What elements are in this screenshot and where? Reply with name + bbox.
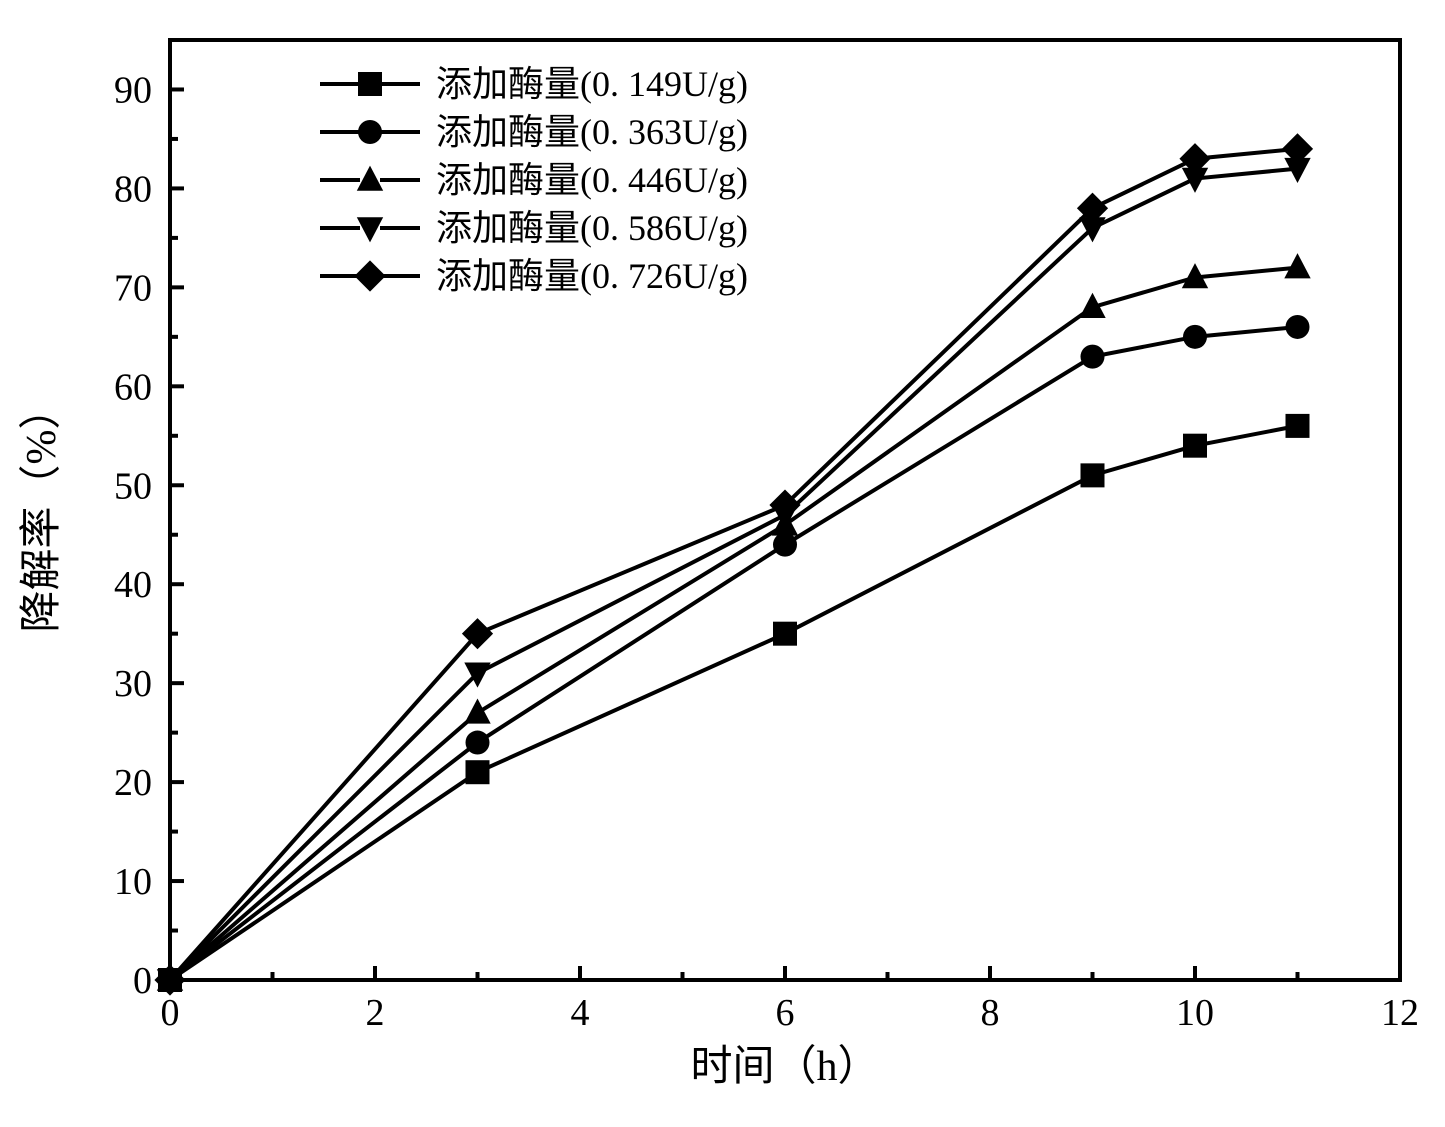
svg-text:90: 90 — [114, 69, 152, 111]
svg-text:添加酶量(0. 446U/g): 添加酶量(0. 446U/g) — [436, 160, 748, 200]
svg-text:6: 6 — [776, 992, 795, 1034]
svg-text:10: 10 — [114, 861, 152, 903]
svg-text:0: 0 — [133, 960, 152, 1002]
svg-text:12: 12 — [1381, 992, 1419, 1034]
svg-text:0: 0 — [161, 992, 180, 1034]
svg-text:降解率（%）: 降解率（%） — [18, 388, 65, 633]
svg-text:添加酶量(0. 726U/g): 添加酶量(0. 726U/g) — [436, 256, 748, 296]
svg-text:80: 80 — [114, 168, 152, 210]
svg-text:50: 50 — [114, 465, 152, 507]
svg-text:70: 70 — [114, 267, 152, 309]
svg-text:添加酶量(0. 586U/g): 添加酶量(0. 586U/g) — [436, 208, 748, 248]
degradation-rate-chart: 0 2 4 6 8 10 12 0 10 20 30 40 50 60 70 80 90 时间（h） 降解率（%） 添… — [0, 0, 1445, 1127]
chart-svg: 0 2 4 6 8 10 12 0 10 20 30 40 50 60 70 80 90 时间（h） 降解率（%） 添… — [0, 0, 1445, 1127]
svg-text:添加酶量(0. 149U/g): 添加酶量(0. 149U/g) — [436, 64, 748, 104]
svg-text:4: 4 — [571, 992, 590, 1034]
svg-text:添加酶量(0. 363U/g): 添加酶量(0. 363U/g) — [436, 112, 748, 152]
svg-text:8: 8 — [981, 992, 1000, 1034]
svg-text:20: 20 — [114, 762, 152, 804]
svg-text:2: 2 — [366, 992, 385, 1034]
svg-text:10: 10 — [1176, 992, 1214, 1034]
svg-text:40: 40 — [114, 564, 152, 606]
svg-text:时间（h）: 时间（h） — [690, 1044, 879, 1090]
svg-text:60: 60 — [114, 366, 152, 408]
svg-text:30: 30 — [114, 663, 152, 705]
